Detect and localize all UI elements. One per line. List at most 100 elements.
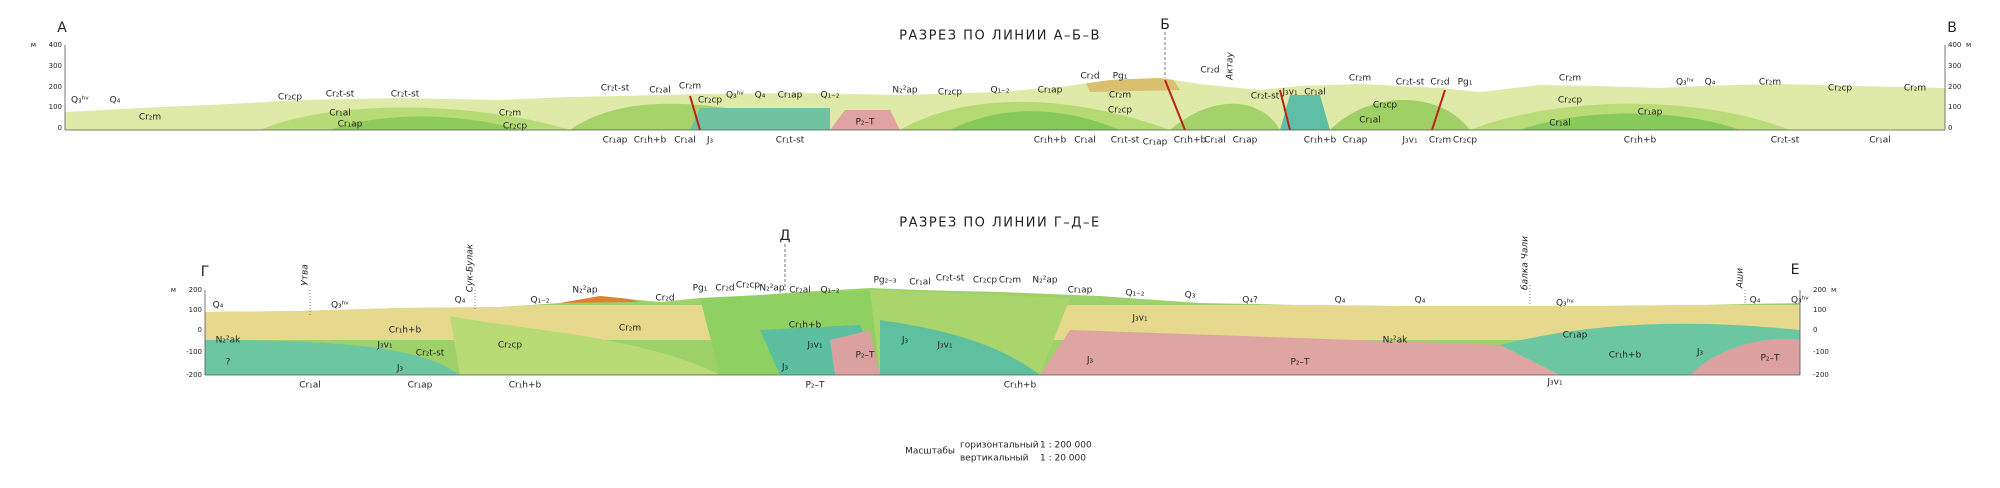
y-tick-label: 400: [1948, 41, 1961, 49]
formation-label: P₂–T: [805, 381, 825, 391]
formation-label: Cr₁ap: [1638, 108, 1663, 118]
formation-label: Cr₂d: [1200, 66, 1219, 76]
formation-label: ?: [226, 358, 231, 368]
y-tick-label: 100: [189, 306, 202, 314]
formation-label: N₂²ap: [892, 86, 917, 96]
place-name: Аши: [1736, 268, 1746, 289]
formation-label: Q₃ʰᵛ: [331, 301, 349, 311]
formation-label: Cr₁h+b: [1004, 381, 1037, 391]
formation-label: N₂²ap: [759, 284, 784, 294]
scale-label: Масштабы: [905, 447, 955, 457]
formation-label: Q₄: [213, 301, 224, 311]
formation-label: Q₄: [755, 91, 766, 101]
formation-label: Cr₂cp: [1108, 106, 1133, 116]
y-tick-label: 100: [49, 103, 62, 111]
formation-label: Cr₁h+b: [509, 381, 542, 391]
y-tick-label: 0: [58, 124, 62, 132]
formation-label: N₂²ak: [216, 336, 241, 346]
formation-label: Cr₂cp: [278, 93, 303, 103]
formation-label: Q₃ʰᵛ: [1791, 296, 1809, 306]
y-tick-label: 200: [1948, 83, 1961, 91]
formation-label: Cr₂d: [1080, 72, 1099, 82]
formation-label: Cr₂cp: [1558, 96, 1583, 106]
formation-label: Cr₂m: [999, 276, 1021, 286]
formation-label: Cr₂d: [1430, 78, 1449, 88]
y-tick-label: 0: [198, 326, 202, 334]
formation-label: J₃: [396, 364, 404, 374]
formation-label: Cr₂t-st: [326, 90, 355, 100]
point-label: А: [57, 20, 67, 36]
formation-label: Cr₂cp: [1373, 101, 1398, 111]
scale-label: горизонтальный: [960, 441, 1039, 451]
y-tick-label: 0: [1813, 326, 1817, 334]
formation-label: Q₁₋₂: [1125, 289, 1144, 299]
y-tick-label: 0: [1948, 124, 1952, 132]
formation-label: J₃v₁: [1131, 314, 1148, 324]
scale-value: 1 : 200 000: [1040, 441, 1092, 451]
formation-label: Cr₁h+b: [389, 326, 422, 336]
y-tick-label: 200: [1813, 286, 1826, 294]
place-name: Актау: [1226, 51, 1236, 80]
formation-label: Q₁₋₂: [990, 86, 1009, 96]
formation-label: Cr₂d: [715, 284, 734, 294]
formation-label: Cr₁h+b: [634, 136, 667, 146]
formation-label: Cr₁h+b: [1034, 136, 1067, 146]
y-tick-label: -100: [1813, 348, 1829, 356]
place-name: балка Чали: [1521, 236, 1531, 290]
place-name: Утва: [301, 264, 311, 286]
formation-label: Cr₁ap: [1038, 86, 1063, 96]
axis-unit: м: [1831, 286, 1836, 294]
formation-label: Cr₁ap: [1233, 136, 1258, 146]
formation-label: Q₃ʰᵛ: [1556, 299, 1574, 309]
formation-label: Cr₂t-st: [391, 90, 420, 100]
formation-label: Cr₂t-st: [936, 274, 965, 284]
formation-label: Cr₂al: [789, 286, 811, 296]
formation-label: J₃v₁: [376, 341, 393, 351]
point-label: Б: [1160, 17, 1170, 33]
formation-label: J₃: [781, 363, 789, 373]
formation-label: Cr₂t-st: [1396, 78, 1425, 88]
point-label: В: [1947, 20, 1957, 36]
formation-label: Cr₁t-st: [1111, 136, 1140, 146]
formation-label: Cr₂m: [1904, 84, 1926, 94]
formation-label: J₃v₁: [936, 341, 953, 351]
formation-label: Cr₁t-st: [776, 136, 805, 146]
formation-label: J₃: [706, 136, 714, 146]
formation-label: P₂–T: [855, 118, 875, 128]
formation-label: Q₃ʰᵛ: [1676, 78, 1694, 88]
section-title: РАЗРЕЗ ПО ЛИНИИ А–Б–В: [899, 29, 1101, 44]
formation-label: Cr₁ap: [1143, 138, 1168, 148]
formation-label: Cr₂cp: [938, 88, 963, 98]
formation-label: Cr₁al: [329, 109, 351, 119]
formation-label: Cr₁ap: [1068, 286, 1093, 296]
point-label: Д: [780, 228, 791, 244]
formation-label: Cr₁al: [674, 136, 696, 146]
formation-label: Cr₂m: [1349, 74, 1371, 84]
formation-label: Cr₁al: [1359, 116, 1381, 126]
formation-label: Cr₁ap: [778, 91, 803, 101]
place-name: Сук-Булак: [466, 243, 476, 292]
formation-label: Cr₂m: [499, 109, 521, 119]
y-tick-label: 400: [49, 41, 62, 49]
formation-label: Cr₂t-st: [1251, 92, 1280, 102]
formation-label: N₂²ap: [1032, 276, 1057, 286]
y-tick-label: 100: [1948, 103, 1961, 111]
formation-label: Q₁₋₂: [530, 296, 549, 306]
y-tick-label: 200: [189, 286, 202, 294]
y-tick-label: 200: [49, 83, 62, 91]
section-2-profile: [205, 288, 1800, 375]
formation-label: Cr₂cp: [698, 96, 723, 106]
formation-label: Cr₁h+b: [1174, 136, 1207, 146]
formation-label: Cr₁al: [909, 278, 931, 288]
point-label: Г: [201, 264, 210, 280]
formation-label: J₃v₁: [1546, 378, 1563, 388]
section-title: РАЗРЕЗ ПО ЛИНИИ Г–Д–Е: [899, 216, 1100, 231]
y-tick-label: 300: [49, 62, 62, 70]
formation-label: Cr₁al: [299, 381, 321, 391]
formation-label: Cr₂cp: [736, 281, 761, 291]
frames: [64, 32, 1946, 376]
formation-label: Q₃ʰᵛ: [726, 91, 744, 101]
formation-label: Cr₁ap: [338, 120, 363, 130]
formation-label: Cr₁al: [1074, 136, 1096, 146]
formation-label: Cr₂m: [619, 324, 641, 334]
